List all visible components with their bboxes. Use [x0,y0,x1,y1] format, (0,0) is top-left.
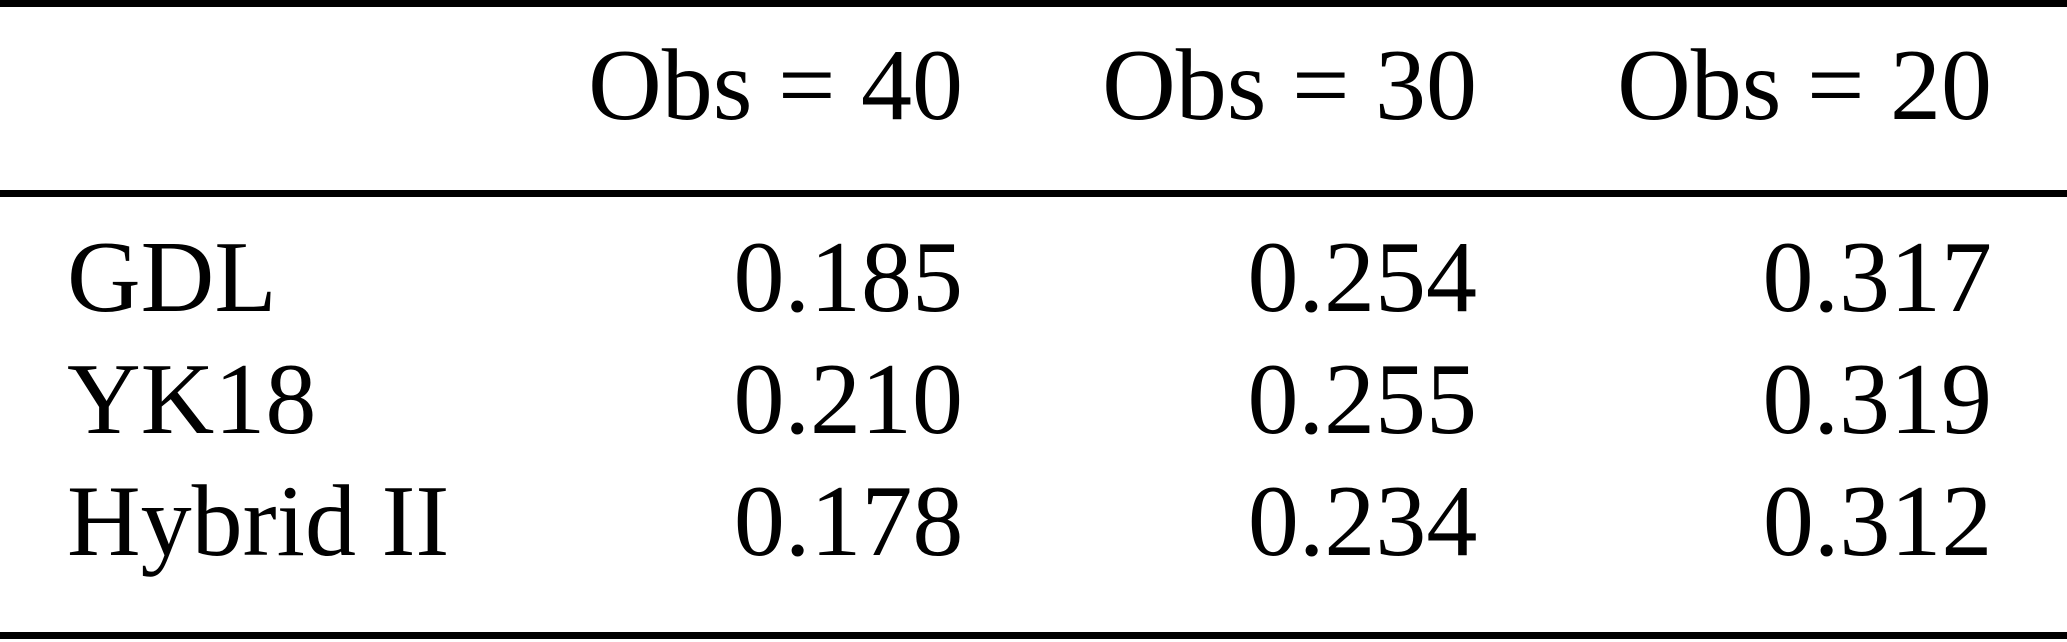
table-body: GDL 0.185 0.254 0.317 YK18 0.210 0.255 0… [0,197,2067,588]
gdl-obs-30-value: 0.254 [1247,221,1478,334]
gdl-obs-40-value: 0.185 [733,221,964,334]
hybrid-ii-obs-30-value: 0.234 [1247,465,1478,578]
gdl-obs-20-value: 0.317 [1762,221,1993,334]
table-bottom-rule [0,632,2067,639]
row-label-yk18: YK18 [67,343,317,456]
table-header-row: Obs = 40 Obs = 30 Obs = 20 [0,7,2067,190]
hybrid-ii-obs-40-value: 0.178 [733,465,964,578]
table-mid-rule [0,190,2067,197]
header-obs-30: Obs = 30 [1102,28,1477,142]
table-top-rule [0,0,2067,7]
header-obs-20: Obs = 20 [1617,28,1992,142]
table-row-gdl: GDL 0.185 0.254 0.317 [67,222,1992,344]
header-obs-40: Obs = 40 [588,28,963,142]
table-row-yk18: YK18 0.210 0.255 0.319 [67,344,1992,466]
yk18-obs-40-value: 0.210 [733,343,964,456]
row-label-gdl: GDL [67,221,277,334]
hybrid-ii-obs-20-value: 0.312 [1762,465,1993,578]
yk18-obs-30-value: 0.255 [1247,343,1478,456]
row-label-hybrid-ii: Hybrid II [67,465,450,578]
yk18-obs-20-value: 0.319 [1762,343,1993,456]
table-row-hybrid-ii: Hybrid II 0.178 0.234 0.312 [67,466,1992,588]
